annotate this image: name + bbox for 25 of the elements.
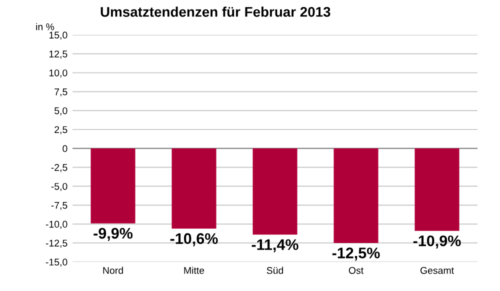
y-tick-label: -10,0 bbox=[46, 220, 68, 229]
y-axis-title: in % bbox=[36, 23, 54, 30]
y-tick-label: 10,0 bbox=[49, 69, 68, 78]
data-label: -10,6% bbox=[170, 233, 218, 246]
x-tick-label: Gesamt bbox=[420, 267, 454, 274]
data-label: -12,5% bbox=[332, 248, 380, 261]
x-tick-label: Nord bbox=[103, 266, 123, 274]
y-tick-label: 0 bbox=[62, 145, 68, 152]
chart-title: Umsatztendenzen für Februar 2013 bbox=[100, 6, 330, 17]
y-tick-label: -12,5 bbox=[46, 240, 68, 248]
data-label: -11,4% bbox=[252, 239, 298, 252]
x-tick-label: Mitte bbox=[184, 266, 204, 274]
data-label: -9,9% bbox=[94, 228, 133, 241]
x-tick-label: Ost bbox=[348, 267, 364, 274]
y-tick-label: -7,5 bbox=[51, 202, 68, 210]
y-tick-label: 7,5 bbox=[54, 88, 68, 96]
y-tick-label: 15,0 bbox=[49, 32, 68, 40]
y-tick-label: -2,5 bbox=[51, 164, 68, 172]
data-label: -10,9% bbox=[413, 235, 461, 248]
y-tick-label: -15,0 bbox=[46, 258, 68, 267]
y-tick-label: 5,0 bbox=[54, 107, 68, 116]
y-tick-label: 12,5 bbox=[49, 50, 68, 59]
y-tick-label: 2,5 bbox=[54, 126, 68, 134]
x-tick-label: Süd bbox=[266, 266, 284, 274]
y-tick-label: -5,0 bbox=[51, 182, 68, 192]
